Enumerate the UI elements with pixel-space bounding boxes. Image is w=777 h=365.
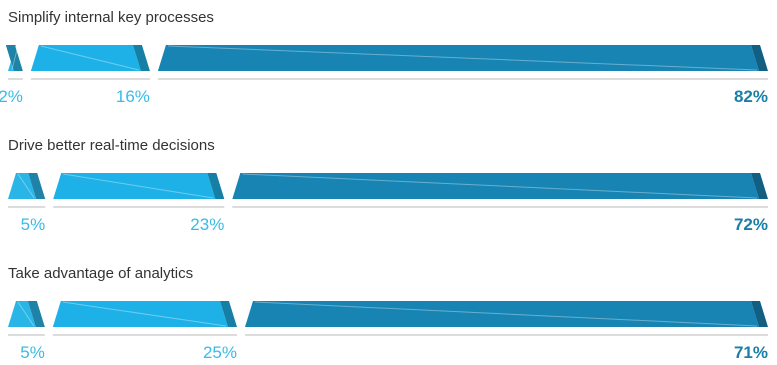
chart-row: Drive better real-time decisions 5% 23% 72…	[8, 137, 768, 234]
bar-segment	[52, 301, 237, 327]
bar-segment	[157, 45, 768, 71]
bar-highlight	[11, 45, 19, 71]
bar-highlight	[167, 45, 758, 71]
bar-end-facet	[751, 301, 768, 327]
bar-end-facet	[207, 173, 225, 199]
bar-highlight	[17, 301, 35, 327]
bar-end-facet	[751, 173, 768, 199]
row-title: Take advantage of analytics	[8, 265, 193, 282]
bar-body	[52, 301, 228, 327]
bar-highlight	[17, 173, 35, 199]
bar-segment	[53, 173, 225, 199]
data-label: 72%	[734, 215, 768, 234]
bar-body	[8, 301, 36, 327]
bar-highlight	[254, 301, 758, 327]
row-title: Drive better real-time decisions	[8, 137, 215, 154]
bar-highlight	[40, 45, 140, 71]
bar-end-facet	[28, 173, 46, 199]
bar-end-facet	[27, 301, 45, 327]
chart-row: Simplify internal key processes 2% 16% 82%	[0, 9, 768, 106]
bar-end-facet	[5, 45, 23, 71]
bar-segment	[244, 301, 768, 327]
bar-body	[244, 301, 759, 327]
bar-segment	[5, 45, 23, 71]
chart-row: Take advantage of analytics 5% 25% 71%	[8, 265, 768, 362]
bar-highlight	[63, 173, 214, 199]
bar-end-facet	[132, 45, 150, 71]
bar-segment	[30, 45, 150, 71]
bar-end-facet	[751, 45, 768, 71]
bar-highlight	[62, 301, 227, 327]
data-label: 25%	[203, 343, 237, 362]
data-label: 2%	[0, 87, 23, 106]
data-label: 5%	[21, 215, 46, 234]
bar-body	[232, 173, 759, 199]
bar-body	[8, 173, 37, 199]
data-label: 71%	[734, 343, 768, 362]
bar-end-facet	[219, 301, 237, 327]
data-label: 82%	[734, 87, 768, 106]
data-label: 5%	[20, 343, 45, 362]
data-label: 16%	[116, 87, 150, 106]
bar-body	[157, 45, 760, 71]
bar-segment	[8, 173, 46, 199]
data-label: 23%	[190, 215, 224, 234]
bar-segment	[232, 173, 768, 199]
bar-body	[53, 173, 216, 199]
row-title: Simplify internal key processes	[8, 9, 214, 26]
bar-segment	[8, 301, 45, 327]
bar-highlight	[242, 173, 758, 199]
bar-body	[30, 45, 141, 71]
